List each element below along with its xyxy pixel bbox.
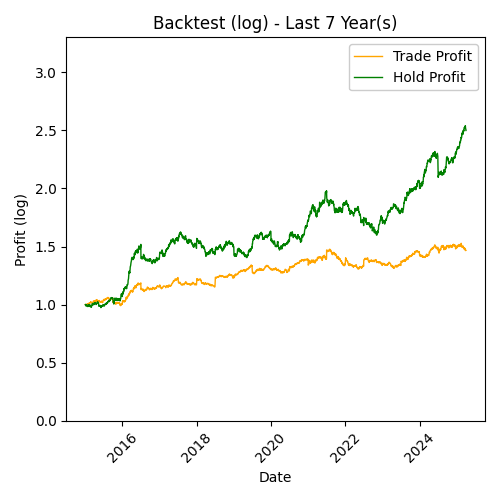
X-axis label: Date: Date — [259, 471, 292, 485]
Line: Hold Profit: Hold Profit — [86, 126, 466, 308]
Title: Backtest (log) - Last 7 Year(s): Backtest (log) - Last 7 Year(s) — [154, 15, 398, 33]
Line: Trade Profit: Trade Profit — [86, 244, 466, 306]
Y-axis label: Profit (log): Profit (log) — [15, 192, 29, 266]
Legend: Trade Profit, Hold Profit: Trade Profit, Hold Profit — [349, 44, 478, 90]
